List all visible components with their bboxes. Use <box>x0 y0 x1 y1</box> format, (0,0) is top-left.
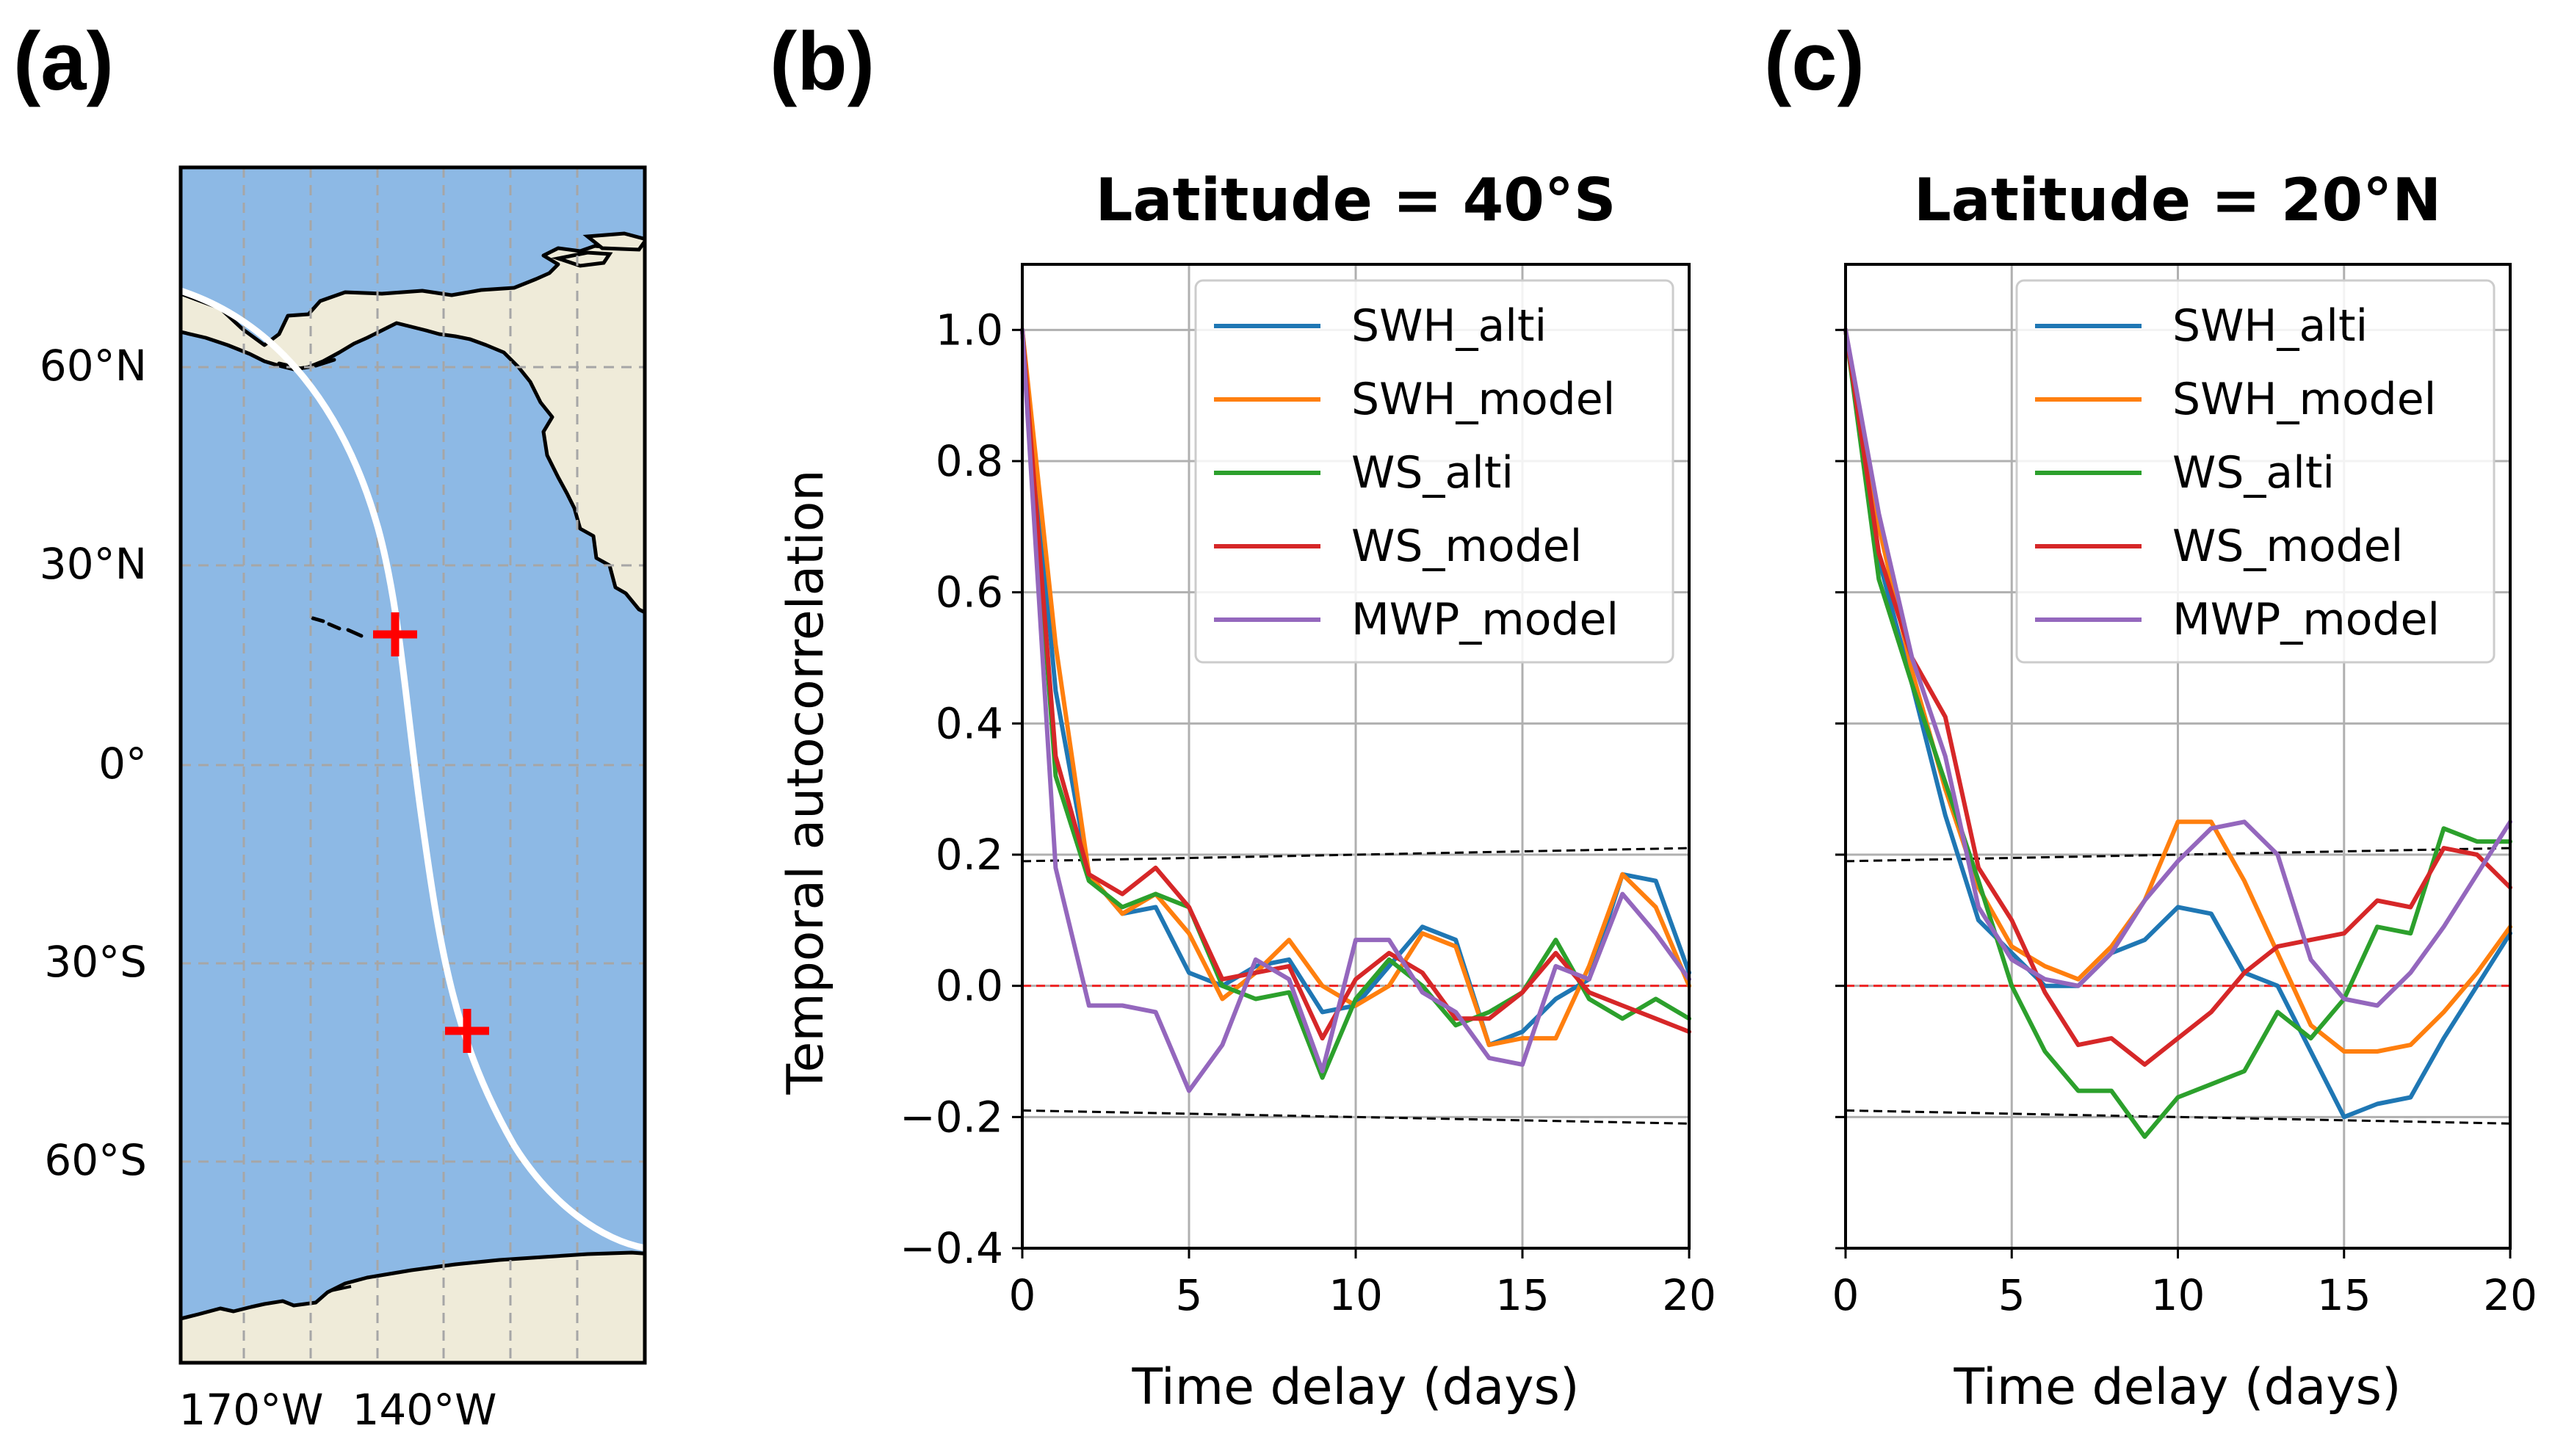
satellite-track <box>181 287 645 1252</box>
x-tick-label: 10 <box>2151 1270 2205 1320</box>
y-tick-label: 0.6 <box>936 568 1003 617</box>
y-tick-label: 1.0 <box>936 305 1003 355</box>
chart-title: Latitude = 40°S <box>1095 166 1616 234</box>
chart-panel-c: Latitude = 20°N 0 5 10 15 20 SWH_alti SWH_mod… <box>1832 166 2537 1416</box>
legend: SWH_alti SWH_model WS_alti WS_model MWP_mode… <box>1194 279 1674 664</box>
land-antarctica <box>181 1250 645 1363</box>
axis-ticks: 0 5 10 15 20 −0.4 −0.2 0.0 0.2 0.4 0.6 0.8 1.0 <box>900 305 1716 1320</box>
x-tick-label: 15 <box>2317 1270 2371 1320</box>
series-line-ws-model <box>1843 327 2512 1067</box>
legend: SWH_alti SWH_model WS_alti WS_model MWP_mode… <box>2015 279 2496 664</box>
series-line-ws-model <box>1020 327 1691 1041</box>
panel-label-a: (a) <box>13 15 114 107</box>
map-lat-label: 60°N <box>40 341 147 391</box>
legend-label: SWH_alti <box>1351 300 1547 352</box>
legend-label: MWP_model <box>1351 594 1619 645</box>
x-tick-label: 0 <box>1009 1270 1036 1320</box>
map-panel: 60°N 30°N 0° 30°S 60°S 170°W 140°W <box>40 165 647 1435</box>
map-frame <box>178 165 647 1365</box>
chart-panel-b: Latitude = 40°S 0 5 10 15 20 −0.4 −0.2 0.0 0.2 0.… <box>777 166 1716 1416</box>
y-tick-label: −0.2 <box>900 1092 1003 1142</box>
legend-label: WS_alti <box>2172 447 2335 499</box>
x-tick-label: 20 <box>1662 1270 1716 1320</box>
x-tick-label: 20 <box>2483 1270 2537 1320</box>
map-lat-label: 30°S <box>44 937 147 987</box>
legend-label: MWP_model <box>2172 594 2440 645</box>
y-tick-label: −0.4 <box>900 1223 1003 1273</box>
legend-box <box>2015 279 2496 664</box>
map-lon-label: 140°W <box>352 1385 496 1435</box>
x-tick-label: 0 <box>1832 1270 1860 1320</box>
y-tick-label: 0.4 <box>936 698 1003 748</box>
series-line-mwp-model <box>1020 327 1691 1093</box>
map-lat-label: 30°N <box>40 539 147 589</box>
land-arctic-island <box>582 231 645 252</box>
map-lon-label: 170°W <box>178 1385 323 1435</box>
x-tick-label: 15 <box>1495 1270 1550 1320</box>
land-antarctic-island <box>330 1285 352 1292</box>
x-tick-label: 10 <box>1329 1270 1383 1320</box>
marker-40s <box>445 1009 489 1053</box>
legend-label: WS_alti <box>1351 447 1514 499</box>
panel-label-b: (b) <box>770 15 875 107</box>
series-lines <box>1843 327 2512 1140</box>
series-line-swh-model <box>1020 327 1691 1048</box>
y-tick-label: 0.0 <box>936 961 1003 1011</box>
legend-label: SWH_alti <box>2172 300 2368 352</box>
map-lat-label: 0° <box>98 739 147 789</box>
y-axis-label: Temporal autocorrelation <box>777 470 835 1095</box>
y-tick-label: 0.8 <box>936 436 1003 486</box>
x-axis-label: Time delay (days) <box>1131 1358 1579 1416</box>
x-tick-label: 5 <box>1176 1270 1203 1320</box>
marker-20n <box>373 612 417 656</box>
legend-label: WS_model <box>2172 521 2403 572</box>
axis-ticks: 0 5 10 15 20 <box>1832 328 2537 1320</box>
land-north-america <box>181 238 645 615</box>
y-tick-label: 0.2 <box>936 830 1003 880</box>
legend-label: SWH_model <box>1351 374 1615 425</box>
map-lat-label: 60°S <box>44 1135 147 1185</box>
legend-label: SWH_model <box>2172 374 2436 425</box>
legend-box <box>1194 279 1674 664</box>
series-lines <box>1020 327 1691 1093</box>
series-line-swh-alti <box>1843 327 2512 1120</box>
x-tick-label: 5 <box>1998 1270 2025 1320</box>
series-line-mwp-model <box>1843 327 2512 1008</box>
x-axis-label: Time delay (days) <box>1953 1358 2401 1416</box>
legend-label: WS_model <box>1351 521 1582 572</box>
panel-label-c: (c) <box>1764 15 1865 107</box>
land-hawaii <box>311 616 364 638</box>
chart-title: Latitude = 20°N <box>1914 166 2441 234</box>
